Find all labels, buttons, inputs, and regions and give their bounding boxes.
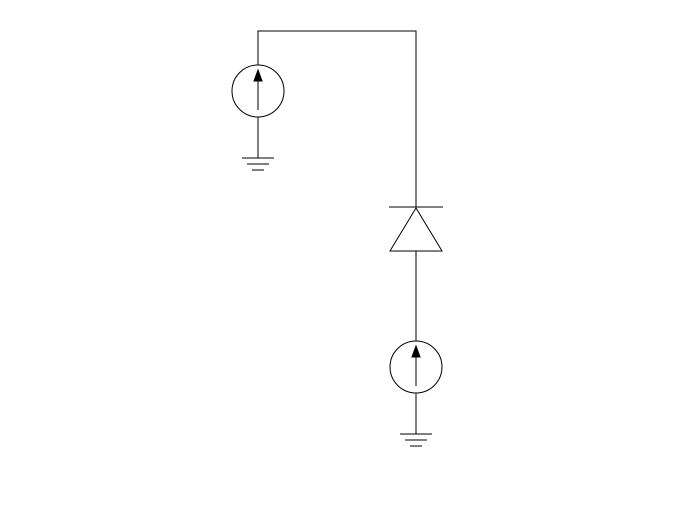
diode-icon <box>389 206 443 252</box>
ground-top-icon <box>242 157 274 171</box>
current-source-top <box>231 64 285 118</box>
wire-top-loop <box>257 30 417 207</box>
ground-bottom-icon <box>400 433 432 447</box>
current-source-bottom <box>389 340 443 394</box>
